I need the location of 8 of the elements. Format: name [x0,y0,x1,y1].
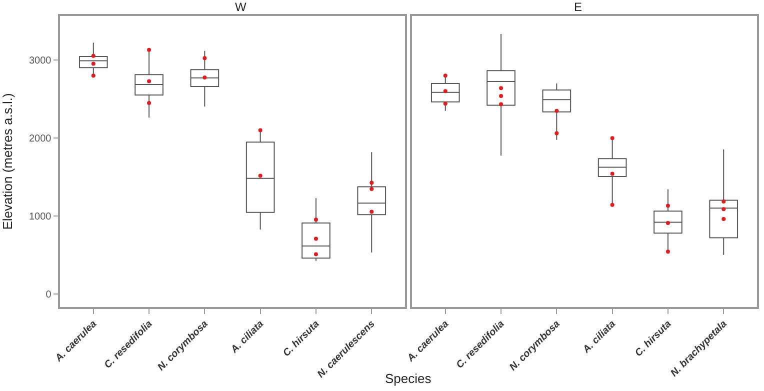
y-tick-label: 3000 [29,55,52,66]
chart-title: W [235,0,247,14]
y-tick-label: 1000 [29,211,52,222]
y-axis-title: Elevation (metres a.s.l.) [0,93,15,230]
y-tick-label: 0 [46,290,52,301]
chart-title: E [574,0,582,14]
x-axis-title: Species [385,371,432,386]
y-tick-label: 2000 [29,133,52,144]
